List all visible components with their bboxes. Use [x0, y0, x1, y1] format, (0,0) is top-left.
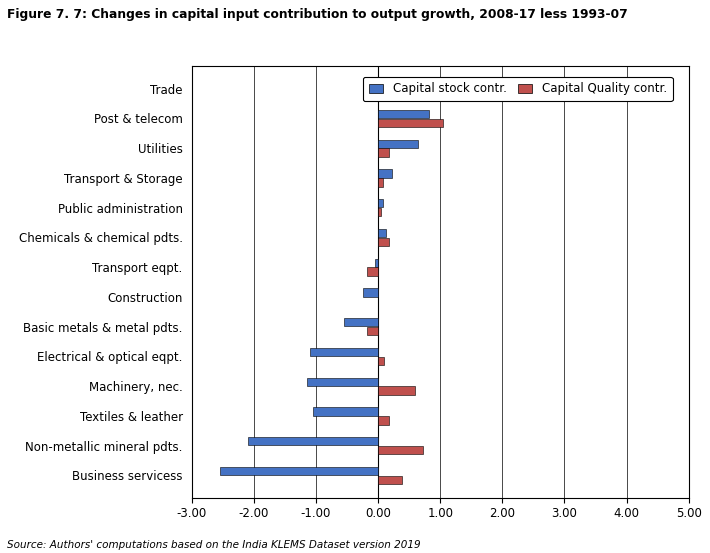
- Bar: [344, 318, 378, 326]
- Bar: [378, 80, 617, 88]
- Bar: [375, 259, 378, 267]
- Bar: [378, 387, 415, 395]
- Text: Figure 7. 7: Changes in capital input contribution to output growth, 2008-17 les: Figure 7. 7: Changes in capital input co…: [7, 8, 628, 22]
- Bar: [378, 178, 383, 186]
- Bar: [378, 89, 381, 97]
- Bar: [378, 199, 383, 207]
- Bar: [367, 268, 378, 276]
- Bar: [363, 288, 378, 296]
- Bar: [310, 348, 378, 356]
- Bar: [378, 357, 384, 365]
- Bar: [367, 327, 378, 335]
- Bar: [313, 407, 378, 416]
- Bar: [378, 148, 389, 157]
- Text: Source: Authors' computations based on the India KLEMS Dataset version 2019: Source: Authors' computations based on t…: [7, 540, 421, 550]
- Bar: [378, 139, 418, 148]
- Bar: [378, 110, 429, 118]
- Bar: [378, 446, 422, 454]
- Bar: [378, 119, 443, 127]
- Bar: [248, 437, 378, 445]
- Bar: [378, 238, 389, 246]
- Legend: Capital stock contr., Capital Quality contr.: Capital stock contr., Capital Quality co…: [363, 76, 673, 101]
- Bar: [378, 169, 392, 178]
- Bar: [307, 378, 378, 386]
- Bar: [378, 229, 386, 237]
- Bar: [378, 416, 389, 425]
- Bar: [219, 467, 378, 475]
- Bar: [378, 476, 402, 484]
- Bar: [378, 208, 381, 216]
